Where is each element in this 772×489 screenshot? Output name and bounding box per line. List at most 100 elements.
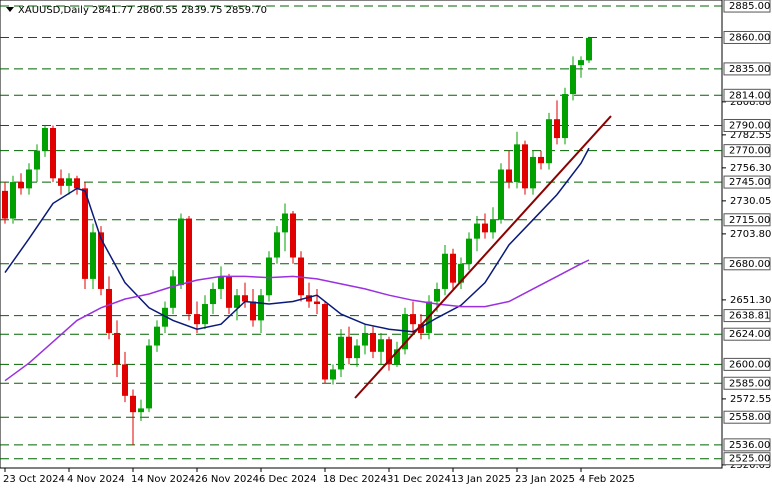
candle-body (466, 238, 472, 264)
candle-body (210, 288, 216, 305)
candle-body (458, 263, 464, 283)
candle-body (442, 253, 448, 289)
candle-body (410, 314, 416, 325)
y-tick-label: 2756.30 (730, 163, 771, 174)
candle-body (98, 232, 104, 289)
candle-body (290, 213, 296, 258)
level-label-box (723, 309, 771, 323)
level-label-box (723, 30, 771, 44)
y-tick-label: 2782.55 (730, 130, 771, 141)
candle-body (578, 60, 584, 66)
candle-body (138, 408, 144, 413)
candle-body (282, 213, 288, 233)
level-label: 2638.81 (729, 311, 770, 322)
y-tick-label: 2730.05 (730, 196, 771, 207)
y-tick-label: 2520.05 (730, 460, 771, 471)
candle-body (522, 144, 528, 189)
level-label-box (723, 438, 771, 452)
candle-body (10, 182, 16, 219)
candle-body (538, 156, 544, 164)
candle-body (250, 301, 256, 321)
candle-body (186, 218, 192, 315)
candle-body (386, 339, 392, 365)
candle-body (346, 336, 352, 359)
candle-body (474, 223, 480, 239)
x-tick-label: 14 Nov 2024 (131, 474, 195, 485)
x-tick-label: 31 Dec 2024 (387, 474, 451, 485)
candle-body (50, 128, 56, 179)
candle-body (122, 364, 128, 396)
overlay-line (4, 259, 590, 382)
candle-body (418, 324, 424, 333)
level-label-box (723, 376, 771, 390)
candle-body (66, 178, 72, 186)
x-tick-label: 4 Nov 2024 (67, 474, 125, 485)
candle-body (338, 336, 344, 370)
overlay-line (4, 147, 590, 333)
candle-body (154, 326, 160, 346)
level-label-box (723, 0, 771, 13)
candle-body (146, 345, 152, 409)
candle-body (586, 37, 592, 61)
candle-body (402, 314, 408, 350)
level-label-box (723, 327, 771, 341)
candle-body (570, 65, 576, 95)
candle-body (82, 188, 88, 279)
candle-body (298, 257, 304, 296)
level-label-box (723, 257, 771, 271)
candle-body (378, 339, 384, 352)
candle-body (506, 169, 512, 183)
candle-body (162, 307, 168, 327)
candle-body (178, 218, 184, 286)
level-label-box (723, 144, 771, 158)
candle-body (322, 304, 328, 380)
level-label: 2860.00 (729, 32, 770, 43)
level-label: 2770.00 (729, 146, 770, 157)
level-label-box (723, 118, 771, 132)
candle-body (330, 369, 336, 380)
overlay-line (354, 115, 612, 399)
candle-body (370, 332, 376, 352)
candle-body (234, 295, 240, 308)
x-tick-label: 18 Dec 2024 (323, 474, 387, 485)
x-tick-label: 4 Feb 2025 (579, 474, 635, 485)
level-label-box (723, 452, 771, 466)
level-label: 2835.00 (729, 64, 770, 75)
candle-body (490, 219, 496, 233)
level-label: 2558.00 (729, 412, 770, 423)
candle-body (434, 288, 440, 302)
candle-body (306, 295, 312, 302)
candle-body (218, 276, 224, 289)
x-tick-label: 6 Dec 2024 (259, 474, 317, 485)
candle-body (362, 332, 368, 346)
candle-body (274, 232, 280, 258)
y-tick-label: 2808.80 (730, 97, 771, 108)
level-label-box (723, 357, 771, 371)
candle-body (314, 301, 320, 305)
plot-frame (0, 0, 723, 469)
candle-body (562, 94, 568, 139)
candle-body (194, 314, 200, 325)
level-label: 2525.00 (729, 454, 770, 465)
level-label-box (723, 88, 771, 102)
candle-body (114, 332, 120, 365)
candle-body (258, 295, 264, 321)
candle-body (354, 345, 360, 359)
candle-body (26, 169, 32, 189)
level-label-box (723, 62, 771, 76)
level-label: 2600.00 (729, 359, 770, 370)
x-tick-label: 23 Jan 2025 (515, 474, 575, 485)
candle-body (450, 253, 456, 283)
candle-body (90, 232, 96, 279)
candle-body (554, 119, 560, 139)
candle-body (202, 304, 208, 325)
level-label: 2536.00 (729, 440, 770, 451)
level-label: 2885.00 (729, 1, 770, 12)
level-label-box (723, 213, 771, 227)
candle-body (42, 128, 48, 151)
x-tick-label: 23 Oct 2024 (3, 474, 65, 485)
candle-body (74, 178, 80, 189)
candle-body (266, 257, 272, 296)
level-label: 2585.00 (729, 378, 770, 389)
